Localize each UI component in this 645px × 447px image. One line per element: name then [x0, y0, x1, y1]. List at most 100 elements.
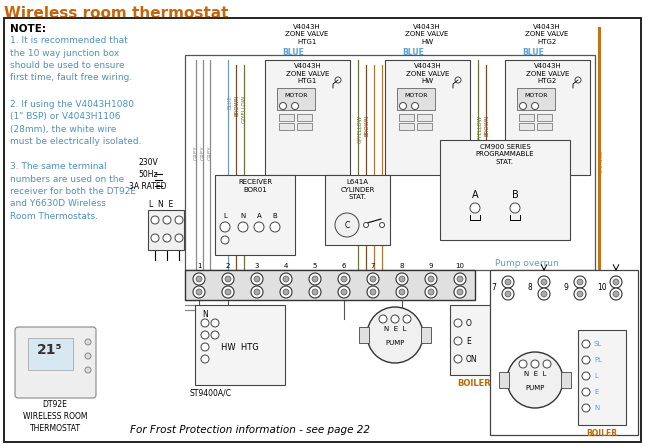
Bar [561, 372, 571, 388]
Circle shape [613, 291, 619, 297]
Bar [517, 88, 555, 110]
Text: N  E  L: N E L [524, 371, 546, 377]
Bar [297, 114, 312, 121]
Text: ORANGE: ORANGE [599, 150, 604, 173]
Circle shape [454, 337, 462, 345]
Text: ST9400A/C: ST9400A/C [190, 389, 232, 398]
Circle shape [541, 291, 547, 297]
Text: L: L [594, 373, 598, 379]
Circle shape [254, 276, 260, 282]
Circle shape [270, 222, 280, 232]
Text: V4043H
ZONE VALVE
HTG1: V4043H ZONE VALVE HTG1 [286, 63, 329, 84]
Circle shape [201, 331, 209, 339]
Circle shape [85, 367, 91, 373]
Bar [421, 327, 431, 343]
Circle shape [396, 273, 408, 285]
Circle shape [577, 279, 583, 285]
Bar [499, 372, 509, 388]
Circle shape [211, 331, 219, 339]
Circle shape [582, 404, 590, 412]
Bar [195, 305, 285, 385]
Circle shape [399, 102, 406, 110]
Circle shape [610, 288, 622, 300]
Text: ON: ON [466, 354, 478, 363]
Circle shape [364, 223, 368, 228]
Circle shape [412, 102, 419, 110]
Text: N: N [202, 310, 208, 319]
Bar [185, 270, 475, 300]
Text: BOILER: BOILER [457, 379, 491, 388]
Text: 6: 6 [342, 263, 346, 269]
Text: NOTE:: NOTE: [10, 24, 46, 34]
Text: E: E [594, 389, 599, 395]
Circle shape [457, 289, 463, 295]
Text: L641A
CYLINDER
STAT.: L641A CYLINDER STAT. [341, 179, 375, 200]
Bar [215, 175, 295, 255]
Text: V4043H
ZONE VALVE
HTG1: V4043H ZONE VALVE HTG1 [285, 24, 329, 45]
Circle shape [531, 102, 539, 110]
Text: PUMP: PUMP [385, 340, 404, 346]
Circle shape [454, 355, 462, 363]
Text: A: A [257, 213, 261, 219]
Circle shape [455, 77, 461, 83]
Circle shape [367, 273, 379, 285]
Text: Pump overrun: Pump overrun [495, 259, 559, 268]
Text: 8: 8 [528, 283, 532, 291]
Text: GREY: GREY [208, 145, 212, 160]
Text: BLUE: BLUE [522, 48, 544, 57]
Bar [490, 270, 638, 435]
Circle shape [222, 286, 234, 298]
Circle shape [196, 289, 202, 295]
Text: BROWN: BROWN [364, 115, 370, 136]
Bar [28, 338, 73, 370]
Circle shape [254, 289, 260, 295]
Bar [399, 123, 414, 130]
Text: 9: 9 [564, 283, 568, 291]
Text: For Frost Protection information - see page 22: For Frost Protection information - see p… [130, 425, 370, 435]
Circle shape [283, 289, 289, 295]
Circle shape [335, 213, 359, 237]
Text: 2: 2 [226, 263, 230, 269]
Circle shape [201, 343, 209, 351]
Circle shape [457, 276, 463, 282]
Circle shape [541, 279, 547, 285]
Circle shape [309, 286, 321, 298]
Circle shape [201, 319, 209, 327]
Circle shape [175, 216, 183, 224]
Text: 3. The same terminal
numbers are used on the
receiver for both the DT92E
and Y66: 3. The same terminal numbers are used on… [10, 162, 136, 221]
Text: HW  HTG: HW HTG [221, 342, 259, 351]
Circle shape [610, 276, 622, 288]
Circle shape [367, 286, 379, 298]
Text: L: L [223, 213, 227, 219]
Bar [537, 123, 552, 130]
Circle shape [341, 276, 347, 282]
Text: 2. If using the V4043H1080
(1" BSP) or V4043H1106
(28mm), the white wire
must be: 2. If using the V4043H1080 (1" BSP) or V… [10, 100, 141, 147]
Bar [265, 60, 350, 175]
Circle shape [519, 360, 527, 368]
Circle shape [292, 102, 299, 110]
Bar [450, 305, 498, 375]
Circle shape [193, 273, 205, 285]
Circle shape [309, 273, 321, 285]
Bar [397, 88, 435, 110]
Circle shape [251, 286, 263, 298]
Bar [359, 327, 369, 343]
Bar [505, 60, 590, 175]
Text: PUMP: PUMP [525, 385, 544, 391]
Circle shape [574, 276, 586, 288]
Bar [385, 60, 470, 175]
Bar [325, 175, 390, 245]
Circle shape [538, 288, 550, 300]
Circle shape [201, 355, 209, 363]
Text: BLUE: BLUE [402, 48, 424, 57]
Text: 10: 10 [455, 263, 464, 269]
Text: MOTOR: MOTOR [524, 93, 548, 98]
Text: GREY: GREY [194, 145, 199, 160]
Circle shape [370, 276, 376, 282]
Circle shape [577, 291, 583, 297]
Circle shape [574, 288, 586, 300]
Circle shape [505, 291, 511, 297]
Circle shape [582, 340, 590, 348]
Text: N: N [241, 213, 246, 219]
Text: 7: 7 [491, 283, 497, 291]
